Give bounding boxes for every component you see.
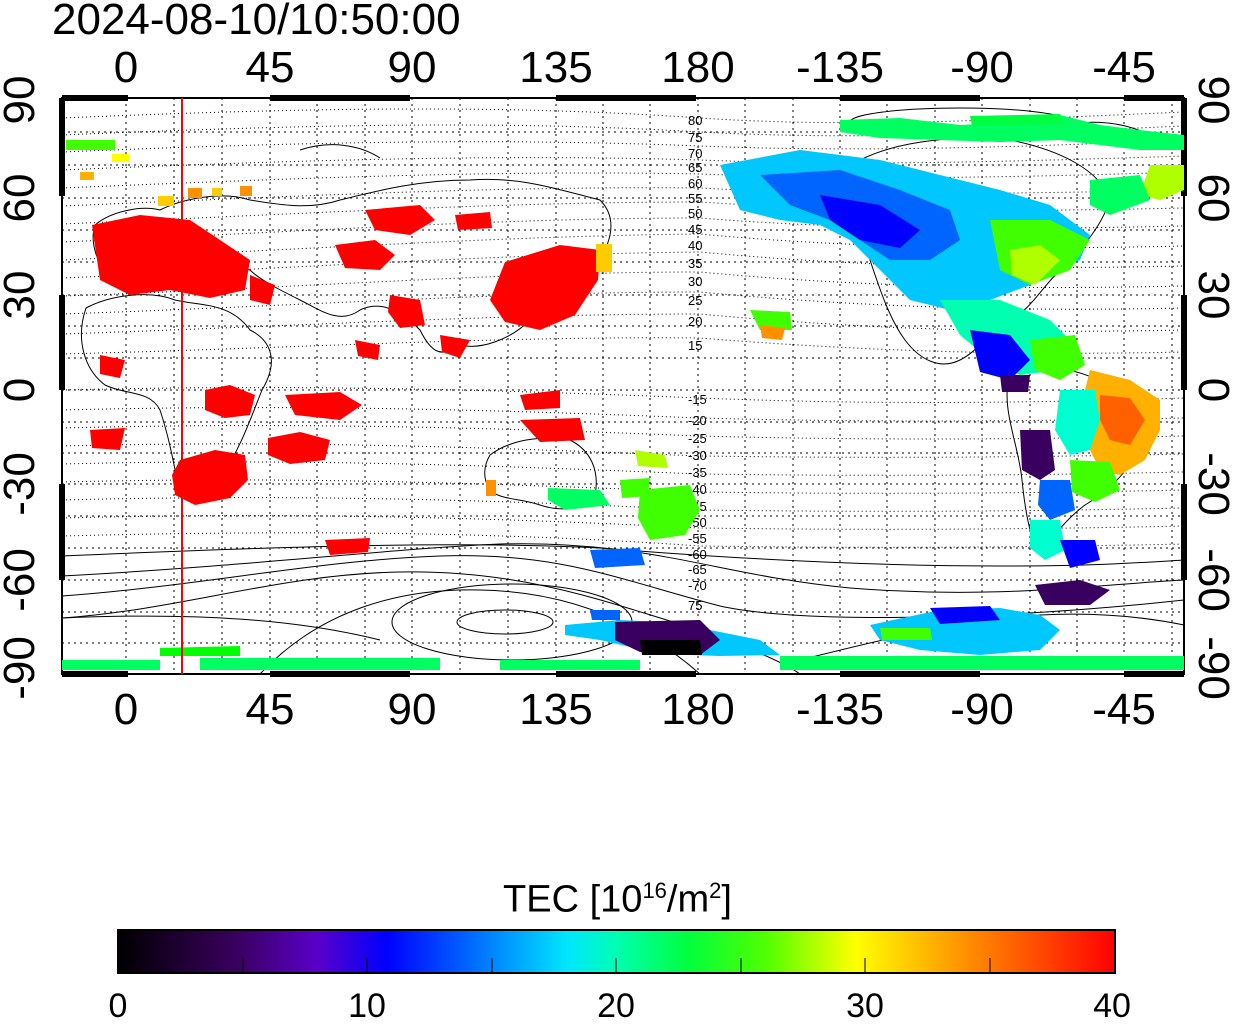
colorbar-tick-label: 10 [348, 987, 386, 1025]
plot-title: 2024-08-10/10:50:00 [52, 0, 461, 44]
colorbar-ticks [242, 958, 991, 973]
tec-high-regions [90, 205, 600, 555]
contour-label: -65 [688, 562, 707, 577]
top-lon-tick: -90 [950, 43, 1014, 92]
contour-label: -70 [688, 578, 707, 593]
top-lon-tick: -135 [795, 43, 885, 92]
antarctica-coast-west [62, 615, 381, 641]
contour-label: 25 [688, 293, 702, 308]
bottom-lon-tick: 90 [387, 685, 437, 734]
tec-north-america [720, 114, 1184, 392]
contour-label: -55 [688, 531, 707, 546]
colorbar-tick-label: 0 [108, 987, 128, 1025]
bottom-lon-tick: 0 [113, 685, 139, 734]
contour-label: 20 [688, 314, 702, 329]
contour-label: 30 [688, 274, 702, 289]
contour-label: 60 [688, 176, 702, 191]
contour-label: -30 [688, 448, 707, 463]
bottom-lon-tick: 180 [661, 685, 735, 734]
contour-label: 45 [688, 222, 702, 237]
top-lon-tick: 135 [519, 43, 593, 92]
contour-label: 15 [688, 338, 702, 353]
top-lon-tick: 180 [661, 43, 735, 92]
bottom-lon-tick: 135 [519, 685, 593, 734]
tec-south-america [1020, 370, 1160, 605]
contour-label: 75 [688, 598, 702, 613]
contour-label: -15 [688, 392, 707, 407]
colorbar-tick-label: 30 [846, 987, 884, 1025]
tec-mid-high [80, 154, 612, 496]
contour-label: 35 [688, 256, 702, 271]
colorbar-tick-label: 40 [1093, 987, 1131, 1025]
colorbar-title: TEC [1016/m2] [503, 878, 732, 921]
contour-label: -35 [688, 465, 707, 480]
top-lon-tick: -45 [1092, 43, 1156, 92]
tec-colorbar [117, 929, 1116, 974]
colorbar-tick-label: 20 [597, 987, 635, 1025]
top-lon-tick: 0 [113, 43, 139, 92]
top-lon-tick: 45 [245, 43, 295, 92]
bottom-lon-tick: -45 [1092, 685, 1156, 734]
contour-label: 65 [688, 160, 702, 175]
contour-label: 75 [688, 130, 702, 145]
bottom-lon-tick: 45 [245, 685, 295, 734]
contour-label: 70 [688, 146, 702, 161]
contour-label: -25 [688, 431, 707, 446]
top-lon-tick: 90 [387, 43, 437, 92]
bottom-lon-tick: -135 [795, 685, 885, 734]
contour-label: 50 [688, 206, 702, 221]
arctic-islands [299, 144, 381, 159]
contour-labels: 80 75 70 65 60 55 50 45 40 35 30 25 20 1… [688, 113, 707, 613]
contour-label: -60 [688, 547, 707, 562]
contour-label: -20 [688, 413, 707, 428]
bottom-lon-tick: -90 [950, 685, 1014, 734]
contour-label: 55 [688, 191, 702, 206]
tec-oceania-antarctic [62, 140, 1184, 670]
contour-label: 40 [688, 238, 702, 253]
contour-label: 80 [688, 113, 702, 128]
